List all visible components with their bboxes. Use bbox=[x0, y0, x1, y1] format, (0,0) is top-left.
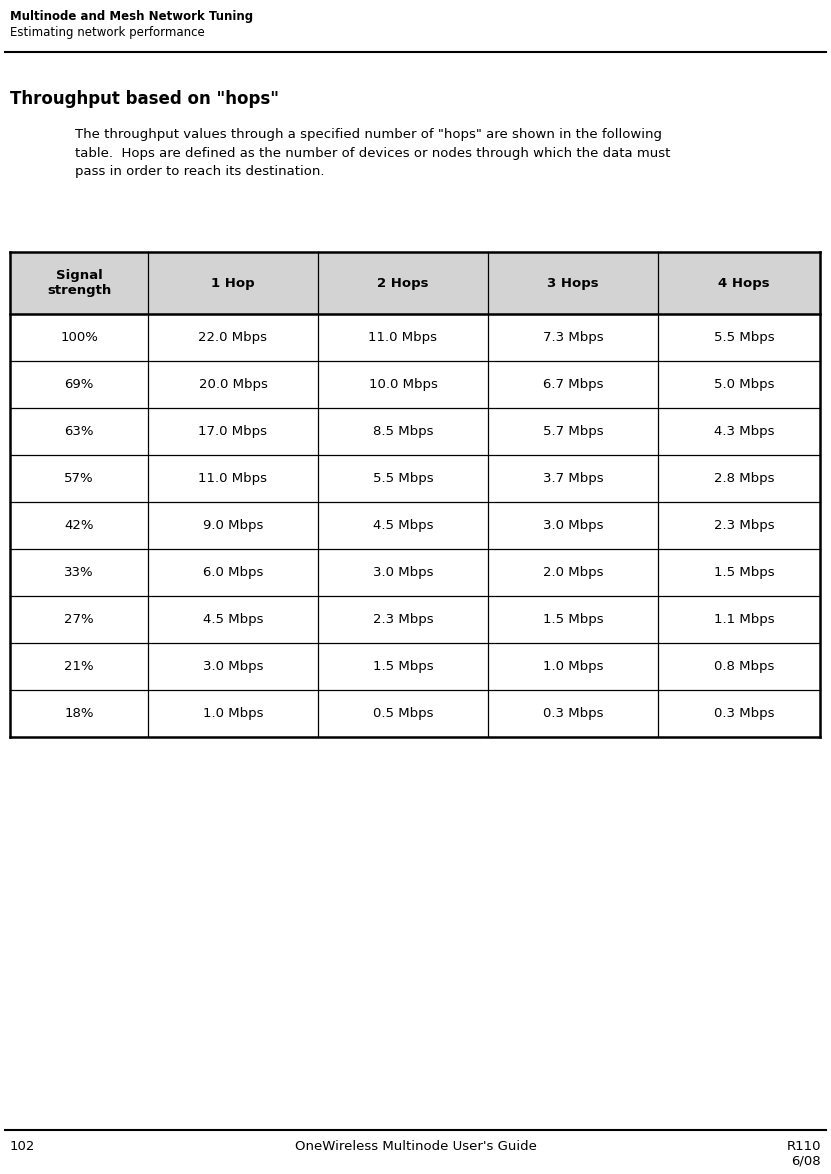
Text: 4.5 Mbps: 4.5 Mbps bbox=[203, 613, 263, 626]
Text: 69%: 69% bbox=[64, 378, 94, 391]
Text: 3.0 Mbps: 3.0 Mbps bbox=[543, 519, 603, 532]
Text: 2.3 Mbps: 2.3 Mbps bbox=[372, 613, 433, 626]
Text: 20.0 Mbps: 20.0 Mbps bbox=[199, 378, 268, 391]
Text: 1.0 Mbps: 1.0 Mbps bbox=[203, 707, 263, 720]
Text: 1 Hop: 1 Hop bbox=[211, 277, 255, 290]
Text: 6.7 Mbps: 6.7 Mbps bbox=[543, 378, 603, 391]
Text: 0.3 Mbps: 0.3 Mbps bbox=[714, 707, 774, 720]
Text: 22.0 Mbps: 22.0 Mbps bbox=[199, 331, 268, 344]
Text: 2.8 Mbps: 2.8 Mbps bbox=[714, 472, 774, 485]
Bar bbox=[10, 360, 820, 409]
Text: 9.0 Mbps: 9.0 Mbps bbox=[203, 519, 263, 532]
Text: 42%: 42% bbox=[64, 519, 94, 532]
Text: 2 Hops: 2 Hops bbox=[377, 277, 429, 290]
Text: 4.5 Mbps: 4.5 Mbps bbox=[373, 519, 433, 532]
Text: 2.3 Mbps: 2.3 Mbps bbox=[714, 519, 774, 532]
Bar bbox=[10, 313, 820, 360]
Text: 27%: 27% bbox=[64, 613, 94, 626]
Text: 5.0 Mbps: 5.0 Mbps bbox=[714, 378, 774, 391]
Text: Multinode and Mesh Network Tuning: Multinode and Mesh Network Tuning bbox=[10, 11, 253, 23]
Text: 6.0 Mbps: 6.0 Mbps bbox=[203, 566, 263, 579]
Text: 1.5 Mbps: 1.5 Mbps bbox=[543, 613, 603, 626]
Text: 10.0 Mbps: 10.0 Mbps bbox=[369, 378, 437, 391]
Text: 21%: 21% bbox=[64, 660, 94, 673]
Text: 17.0 Mbps: 17.0 Mbps bbox=[199, 425, 268, 438]
Text: 0.3 Mbps: 0.3 Mbps bbox=[543, 707, 603, 720]
Text: 4.3 Mbps: 4.3 Mbps bbox=[714, 425, 774, 438]
Text: 11.0 Mbps: 11.0 Mbps bbox=[368, 331, 437, 344]
Bar bbox=[10, 596, 820, 643]
Text: 8.5 Mbps: 8.5 Mbps bbox=[373, 425, 433, 438]
Bar bbox=[10, 690, 820, 737]
Text: 5.5 Mbps: 5.5 Mbps bbox=[372, 472, 433, 485]
Text: 57%: 57% bbox=[64, 472, 94, 485]
Bar bbox=[10, 549, 820, 596]
Text: 1.5 Mbps: 1.5 Mbps bbox=[714, 566, 774, 579]
Text: 3 Hops: 3 Hops bbox=[547, 277, 599, 290]
Text: 5.7 Mbps: 5.7 Mbps bbox=[543, 425, 603, 438]
Text: 2.0 Mbps: 2.0 Mbps bbox=[543, 566, 603, 579]
Text: 100%: 100% bbox=[60, 331, 98, 344]
Text: 1.0 Mbps: 1.0 Mbps bbox=[543, 660, 603, 673]
Bar bbox=[10, 252, 820, 313]
Text: 6/08: 6/08 bbox=[791, 1154, 821, 1167]
Text: 33%: 33% bbox=[64, 566, 94, 579]
Text: 7.3 Mbps: 7.3 Mbps bbox=[543, 331, 603, 344]
Text: OneWireless Multinode User's Guide: OneWireless Multinode User's Guide bbox=[294, 1140, 537, 1153]
Bar bbox=[10, 502, 820, 549]
Text: R110: R110 bbox=[786, 1140, 821, 1153]
Text: Throughput based on "hops": Throughput based on "hops" bbox=[10, 90, 279, 108]
Text: 1.1 Mbps: 1.1 Mbps bbox=[714, 613, 774, 626]
Text: 11.0 Mbps: 11.0 Mbps bbox=[199, 472, 268, 485]
Bar bbox=[10, 456, 820, 502]
Text: Signal
strength: Signal strength bbox=[47, 269, 111, 297]
Text: 4 Hops: 4 Hops bbox=[718, 277, 770, 290]
Text: 3.0 Mbps: 3.0 Mbps bbox=[373, 566, 433, 579]
Text: Estimating network performance: Estimating network performance bbox=[10, 26, 204, 39]
Text: 0.8 Mbps: 0.8 Mbps bbox=[714, 660, 774, 673]
Text: 18%: 18% bbox=[64, 707, 94, 720]
Text: The throughput values through a specified number of "hops" are shown in the foll: The throughput values through a specifie… bbox=[75, 128, 671, 178]
Text: 1.5 Mbps: 1.5 Mbps bbox=[372, 660, 433, 673]
Text: 5.5 Mbps: 5.5 Mbps bbox=[714, 331, 774, 344]
Text: 0.5 Mbps: 0.5 Mbps bbox=[373, 707, 433, 720]
Text: 102: 102 bbox=[10, 1140, 36, 1153]
Bar bbox=[10, 409, 820, 456]
Text: 3.0 Mbps: 3.0 Mbps bbox=[203, 660, 263, 673]
Text: 63%: 63% bbox=[64, 425, 94, 438]
Text: 3.7 Mbps: 3.7 Mbps bbox=[543, 472, 603, 485]
Bar bbox=[10, 643, 820, 690]
